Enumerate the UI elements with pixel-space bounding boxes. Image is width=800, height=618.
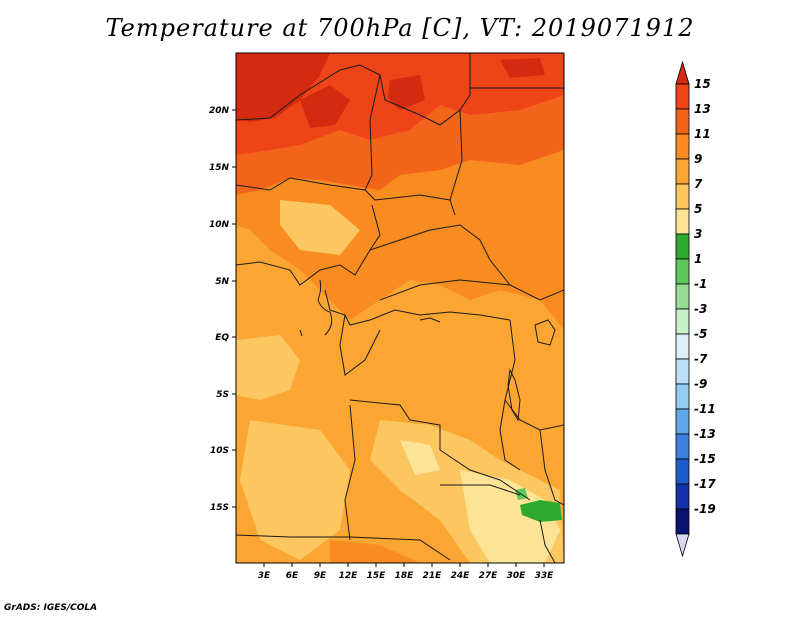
x-label-3e: 3E [258,571,271,581]
colorbar-box [675,358,690,385]
colorbar-box [675,133,690,160]
y-label-eq: EQ [215,333,229,343]
colorbar-label: -13 [694,427,716,441]
colorbar-bottom-triangle [675,533,690,558]
x-label-33e: 33E [535,571,555,581]
colorbar-box [675,283,690,310]
colorbar-label: 11 [694,127,711,141]
y-label-5s: 5S [216,390,229,400]
credit-label: GrADS: IGES/COLA [4,603,98,613]
y-label-5n: 5N [215,277,229,287]
colorbar-label: -7 [694,352,708,366]
colorbar-top-triangle [675,60,690,85]
x-label-15e: 15E [367,571,387,581]
colorbar: 15 13 11 9 7 5 3 1 -1 -3 -5 -7 -9 -11 -13 -15 -17 -19 [675,60,716,558]
x-label-30e: 30E [507,571,527,581]
colorbar-label: -3 [694,302,707,316]
colorbar-box [675,308,690,335]
y-label-20n: 20N [209,106,230,116]
colorbar-label: -15 [694,452,716,466]
map-frame [235,52,565,564]
colorbar-box [675,383,690,410]
colorbar-box [675,408,690,435]
x-label-21e: 21E [423,571,443,581]
y-label-15n: 15N [209,163,230,173]
field-3-5 [460,470,560,563]
colorbar-box [675,183,690,210]
y-axis: 20N 15N 10N 5N EQ 5S 10S 15S [209,106,236,513]
colorbar-box [675,483,690,510]
colorbar-label: 9 [694,152,702,166]
colorbar-box [675,508,690,535]
colorbar-box [675,333,690,360]
colorbar-label: 5 [694,202,702,216]
colorbar-box [675,233,690,260]
colorbar-label: 3 [694,227,702,241]
field-5-7 [236,335,300,400]
colorbar-box [675,108,690,135]
x-label-9e: 9E [314,571,327,581]
y-label-15s: 15S [210,503,229,513]
colorbar-label: -1 [694,277,707,291]
temperature-field [236,53,564,563]
colorbar-label: -19 [694,502,716,516]
x-axis: 3E 6E 9E 12E 15E 18E 21E 24E 27E 30E 33E [258,563,554,581]
colorbar-label: 7 [694,177,703,191]
colorbar-box [675,208,690,235]
country-borders [236,53,564,563]
colorbar-label: 15 [694,77,711,91]
y-label-10n: 10N [209,220,230,230]
colorbar-box [675,258,690,285]
x-label-27e: 27E [479,571,499,581]
x-label-6e: 6E [286,571,299,581]
y-label-10s: 10S [210,446,229,456]
field-1-3 [520,500,562,522]
colorbar-label: -9 [694,377,707,391]
colorbar-box [675,83,690,110]
x-label-12e: 12E [339,571,359,581]
colorbar-label: -11 [694,402,716,416]
colorbar-box [675,458,690,485]
colorbar-label: -5 [694,327,707,341]
colorbar-label: 1 [694,252,702,266]
field-15-plus [236,53,330,122]
map-title: Temperature at 700hPa [C], VT: 201907191… [105,14,695,42]
x-label-24e: 24E [451,571,471,581]
colorbar-box [675,158,690,185]
x-label-18e: 18E [395,571,415,581]
colorbar-label: 13 [694,102,711,116]
colorbar-label: -17 [694,477,716,491]
colorbar-box [675,433,690,460]
